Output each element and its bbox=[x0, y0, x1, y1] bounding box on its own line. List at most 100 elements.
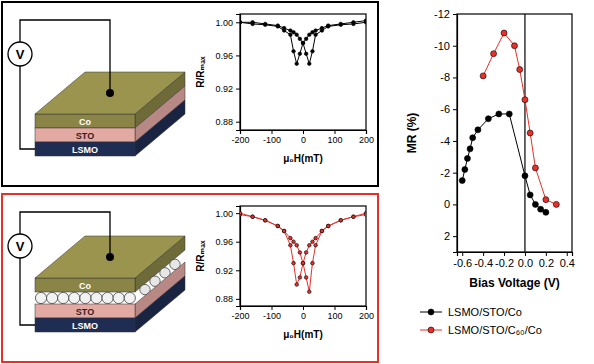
data-point bbox=[527, 130, 533, 136]
contact bbox=[106, 89, 114, 97]
tick-mark bbox=[453, 141, 457, 142]
data-point bbox=[459, 178, 465, 184]
data-point bbox=[326, 24, 330, 28]
tick: -0.6 bbox=[453, 252, 472, 269]
tick-mark bbox=[236, 213, 240, 214]
data-point bbox=[532, 201, 538, 207]
molecule bbox=[58, 292, 69, 303]
molecule bbox=[47, 292, 58, 303]
data-point bbox=[501, 30, 507, 36]
data-point bbox=[289, 243, 293, 247]
data-point bbox=[298, 276, 302, 280]
data-point bbox=[532, 165, 538, 171]
contact bbox=[106, 253, 114, 261]
legend-label: LSMO/STO/Co bbox=[448, 306, 522, 318]
data-point bbox=[326, 224, 330, 228]
tick-mark bbox=[453, 14, 457, 15]
layer-front bbox=[35, 278, 135, 292]
data-point bbox=[308, 243, 312, 247]
chart: -0.6-0.4-0.20.00.20.4-12-10-8-6-4-202Bia… bbox=[405, 8, 575, 336]
data-point bbox=[522, 97, 528, 103]
molecule bbox=[113, 292, 124, 303]
data-point bbox=[320, 229, 324, 233]
tick-label: -0.2 bbox=[495, 257, 514, 269]
axis: -200-1000100200 bbox=[231, 306, 374, 321]
molecule bbox=[91, 292, 102, 303]
layer-label: Co bbox=[79, 281, 91, 291]
tick-label: 0.2 bbox=[539, 257, 554, 269]
data-point bbox=[301, 41, 305, 45]
layer-front bbox=[35, 318, 135, 332]
tick-mark bbox=[303, 306, 304, 310]
tick: 0 bbox=[301, 130, 306, 145]
tick-label: -2 bbox=[440, 167, 450, 179]
data-point bbox=[314, 33, 318, 37]
tick-mark bbox=[335, 130, 336, 134]
tick-label: 0 bbox=[301, 135, 306, 145]
tick: -8 bbox=[440, 71, 457, 83]
data-point bbox=[263, 22, 267, 26]
data-point bbox=[282, 229, 286, 233]
data-point bbox=[292, 261, 296, 265]
legend: LSMO/STO/Co LSMO/STO/C₆₀/Co bbox=[420, 306, 542, 336]
wire bbox=[20, 20, 110, 93]
tick-label: -6 bbox=[440, 103, 450, 115]
data-point bbox=[298, 251, 302, 255]
tick-mark bbox=[453, 236, 457, 237]
tick-mark bbox=[236, 242, 240, 243]
data-point bbox=[298, 37, 302, 41]
tick-mark bbox=[483, 252, 484, 256]
voltmeter-label: V bbox=[16, 47, 25, 62]
molecule bbox=[35, 292, 46, 303]
series-line bbox=[462, 114, 546, 212]
tick-label: -8 bbox=[440, 71, 450, 83]
zero-line bbox=[524, 14, 525, 252]
tick: 100 bbox=[327, 306, 342, 321]
tick: 0.92 bbox=[215, 84, 240, 94]
axis: 0.880.920.961.00 bbox=[215, 207, 240, 307]
tick-mark bbox=[236, 89, 240, 90]
tick-label: 0 bbox=[444, 198, 450, 210]
tick-label: -100 bbox=[263, 311, 281, 321]
tick: 0.4 bbox=[560, 252, 575, 269]
tick: 0.88 bbox=[215, 294, 240, 304]
voltmeter bbox=[8, 234, 32, 258]
tick: 0.88 bbox=[215, 117, 240, 127]
tick-mark bbox=[504, 252, 505, 256]
voltmeter bbox=[8, 42, 32, 66]
molecule bbox=[69, 292, 80, 303]
y-axis-title: R/Rₘₐₓ bbox=[195, 240, 206, 272]
data-point bbox=[364, 213, 366, 217]
tick-label: -100 bbox=[263, 135, 281, 145]
tick-mark bbox=[303, 130, 304, 134]
tick-label: -200 bbox=[231, 311, 249, 321]
tick: 0.96 bbox=[215, 237, 240, 247]
data-point bbox=[538, 206, 544, 212]
axis: -200-1000100200 bbox=[231, 130, 374, 145]
tick: 1.00 bbox=[215, 209, 240, 219]
data-point bbox=[485, 116, 491, 122]
tick: 100 bbox=[327, 130, 342, 145]
data-point bbox=[263, 218, 267, 222]
data-point bbox=[308, 290, 312, 294]
legend-item: LSMO/STO/C₆₀/Co bbox=[420, 324, 542, 336]
tick-mark bbox=[366, 306, 367, 310]
axis-line bbox=[453, 15, 458, 253]
layer-label: LSMO bbox=[72, 145, 98, 155]
tick: 2 bbox=[444, 230, 457, 242]
data-point bbox=[314, 29, 318, 33]
tick-mark bbox=[453, 204, 457, 205]
layer-label: Co bbox=[79, 117, 91, 127]
tick-label: -200 bbox=[231, 135, 249, 145]
tick-label: 0.0 bbox=[518, 257, 533, 269]
data-point bbox=[320, 229, 324, 233]
tick: -10 bbox=[434, 40, 457, 52]
device-diagram: CoSTOLSMOV bbox=[8, 212, 185, 332]
layer-front bbox=[35, 114, 135, 128]
tick: 0 bbox=[301, 306, 306, 321]
tick-label: -4 bbox=[440, 135, 450, 147]
wire bbox=[20, 258, 35, 325]
legend-label: LSMO/STO/C₆₀/Co bbox=[448, 324, 542, 336]
axis: 0.880.920.961.00 bbox=[215, 15, 240, 131]
tick: 0 bbox=[444, 198, 457, 210]
